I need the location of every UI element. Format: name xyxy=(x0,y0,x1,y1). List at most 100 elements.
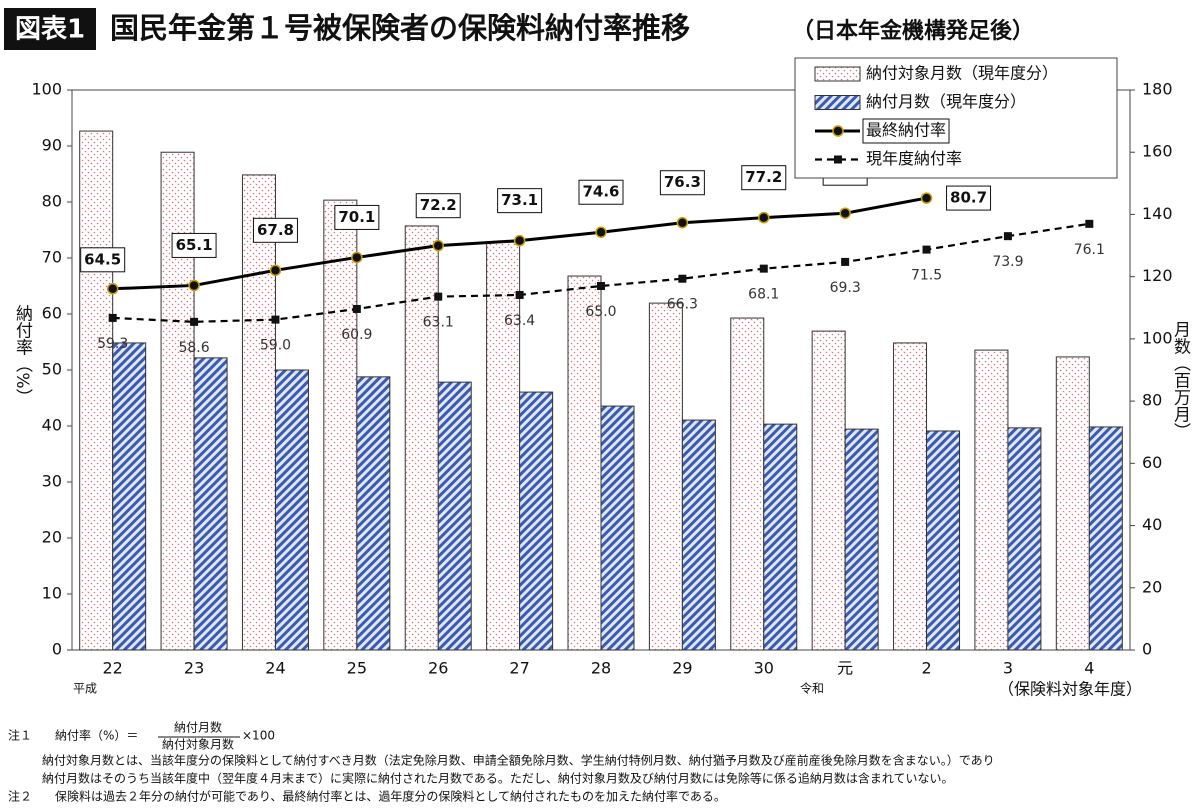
label-box xyxy=(252,217,298,243)
marker xyxy=(759,264,768,273)
era-label: 平成 xyxy=(73,682,97,696)
value-label: 59.3 xyxy=(97,336,128,352)
bar xyxy=(600,405,635,651)
bar xyxy=(893,342,928,651)
chart-title: 国民年金第１号被保険者の保険料納付率推移 xyxy=(110,11,690,45)
value-label: 69.3 xyxy=(830,280,861,296)
marker xyxy=(269,264,282,277)
marker xyxy=(352,304,361,313)
formula-denominator: 納付対象月数 xyxy=(162,737,234,752)
x-tick-label: 24 xyxy=(265,659,285,678)
value-label: 64.5 xyxy=(84,250,121,268)
marker xyxy=(515,290,524,299)
marker xyxy=(513,234,526,247)
badge-bg xyxy=(4,8,96,50)
y-tick-label: 0 xyxy=(52,640,62,659)
note-label: 注２ xyxy=(8,789,32,804)
x-tick-label: 29 xyxy=(672,659,692,678)
x-tick-label: 3 xyxy=(1003,659,1013,678)
legend-swatch xyxy=(814,95,861,110)
badge: 図表1 xyxy=(15,15,85,45)
marker xyxy=(758,211,770,224)
y2-tick-label: 60 xyxy=(1142,453,1162,472)
y2-tick-label: 20 xyxy=(1142,577,1162,596)
marker xyxy=(271,315,280,324)
bar xyxy=(404,225,439,651)
y2-tick-label: 80 xyxy=(1142,391,1162,410)
value-label: 65.1 xyxy=(176,236,213,254)
bar xyxy=(1088,426,1123,651)
marker xyxy=(106,283,119,295)
note-text: 保険料は過去２年分の納付が可能であり、最終納付率とは、過年度分の保険料として納付… xyxy=(55,789,726,804)
y2-tick-label: 100 xyxy=(1142,328,1173,347)
value-label: 68.1 xyxy=(748,287,779,303)
y2-tick-label: 140 xyxy=(1142,204,1173,223)
legend-marker xyxy=(834,155,842,164)
note-text: 納付対象月数とは、当該年度分の保険料として納付すべき月数（法定免除月数、申請全額… xyxy=(42,753,995,768)
x-tick-label: 元 xyxy=(837,659,853,678)
label-box xyxy=(659,170,705,196)
x-tick-label: 22 xyxy=(103,659,123,678)
value-label: 74.6 xyxy=(582,183,619,201)
value-label: 58.6 xyxy=(178,340,209,356)
legend-label: 納付月数（現年度分） xyxy=(866,92,1026,111)
legend-label: 納付対象月数（現年度分） xyxy=(866,64,1058,83)
marker xyxy=(841,257,850,266)
label-box xyxy=(334,204,380,230)
label-box xyxy=(415,193,461,219)
marker xyxy=(434,292,443,301)
bar xyxy=(648,302,683,651)
label-box xyxy=(578,179,624,205)
value-label: 72.2 xyxy=(420,196,457,214)
value-label: 63.4 xyxy=(504,313,535,329)
value-label: 65.0 xyxy=(585,304,616,320)
bar xyxy=(193,357,228,651)
marker xyxy=(1003,232,1012,241)
x-tick-label: 30 xyxy=(754,659,774,678)
y-tick-label: 40 xyxy=(42,416,62,435)
bar xyxy=(974,349,1009,651)
formula: 納付率（%）＝ xyxy=(55,728,138,743)
y-tick-label: 90 xyxy=(42,136,62,155)
bar xyxy=(79,130,114,651)
bar xyxy=(323,199,358,651)
x-tick-label: 27 xyxy=(509,659,529,678)
x-tick-label: 4 xyxy=(1084,659,1094,678)
value-label: 73.1 xyxy=(501,191,538,209)
x-tick-label: 26 xyxy=(428,659,448,678)
value-label: 67.8 xyxy=(257,221,294,239)
marker xyxy=(190,317,199,326)
era-label: 令和 xyxy=(800,681,824,696)
y2-tick-label: 120 xyxy=(1142,266,1173,285)
y-tick-label: 10 xyxy=(42,584,62,603)
note-label: 注１ xyxy=(8,728,32,743)
value-label: 73.9 xyxy=(992,254,1023,270)
legend-swatch xyxy=(814,66,861,82)
marker xyxy=(432,239,444,252)
value-label: 80.7 xyxy=(950,189,987,207)
bar xyxy=(1055,356,1090,651)
marker xyxy=(597,282,605,290)
label-box xyxy=(741,165,787,191)
marker xyxy=(676,216,689,229)
y-tick-label: 100 xyxy=(31,80,62,99)
value-label: 70.1 xyxy=(338,208,375,226)
y-tick-label: 70 xyxy=(42,248,62,267)
bar xyxy=(160,151,195,651)
x-tick-label: 23 xyxy=(184,659,204,678)
y2-axis-label: 月数（百万月） xyxy=(1170,321,1191,440)
bar xyxy=(730,317,765,651)
legend-label-box xyxy=(862,118,950,144)
label-box xyxy=(80,247,126,273)
label-box xyxy=(171,232,217,258)
y-tick-label: 20 xyxy=(42,528,62,547)
bar xyxy=(241,174,276,651)
bar xyxy=(811,330,846,651)
marker xyxy=(595,226,607,238)
bar xyxy=(1007,427,1042,651)
label-box xyxy=(946,185,992,211)
note-text: 納付月数はそのうち当該年度中（翌年度４月末まで）に実際に納付された月数である。た… xyxy=(42,771,954,786)
x-axis-label: （保険料対象年度） xyxy=(998,680,1142,699)
y-tick-label: 80 xyxy=(42,192,62,211)
